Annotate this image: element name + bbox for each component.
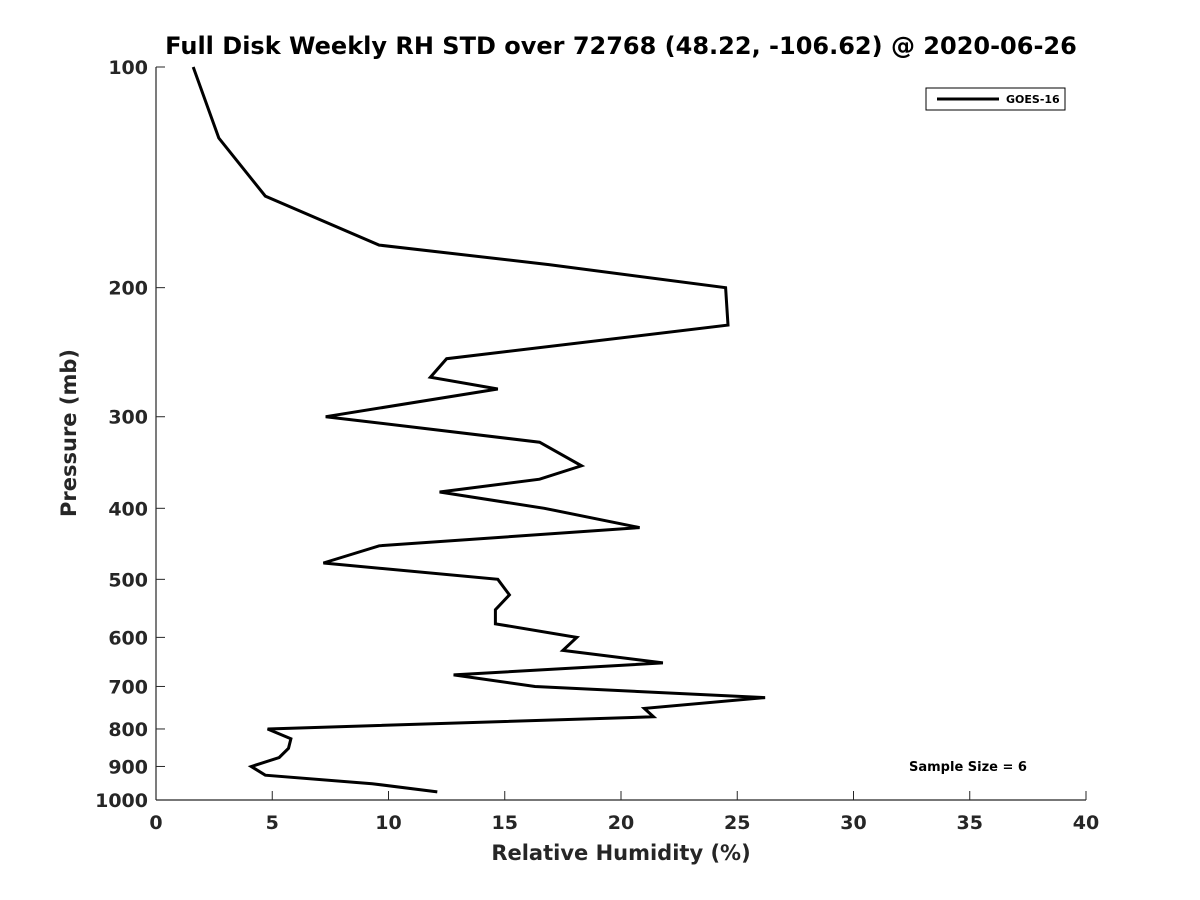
chart-title: Full Disk Weekly RH STD over 72768 (48.2… xyxy=(165,32,1077,60)
series-layer xyxy=(191,66,766,794)
x-tick-label: 25 xyxy=(724,812,750,834)
x-tick-label: 0 xyxy=(149,812,162,834)
y-tick-label: 800 xyxy=(108,719,148,741)
y-tick-label: 900 xyxy=(108,756,148,778)
y-tick-label: 600 xyxy=(108,627,148,649)
y-tick-label: 300 xyxy=(108,407,148,429)
y-tick-label: 400 xyxy=(108,498,148,520)
x-tick-label: 40 xyxy=(1073,812,1099,834)
x-axis-ticks: 0 5 10 15 20 25 30 35 40 xyxy=(149,791,1099,834)
y-tick-label: 500 xyxy=(108,569,148,591)
y-tick-label: 700 xyxy=(108,676,148,698)
x-tick-label: 20 xyxy=(608,812,634,834)
x-tick-label: 15 xyxy=(492,812,518,834)
x-tick-label: 35 xyxy=(957,812,983,834)
y-axis-ticks: 100 200 300 400 500 600 700 800 900 1000 xyxy=(95,57,165,812)
y-tick-label: 1000 xyxy=(95,790,148,812)
y-axis-label: Pressure (mb) xyxy=(57,349,81,517)
x-tick-label: 5 xyxy=(266,812,279,834)
legend-label-goes-16: GOES-16 xyxy=(1006,93,1060,106)
x-tick-label: 10 xyxy=(375,812,401,834)
sample-size-annotation: Sample Size = 6 xyxy=(909,760,1027,775)
series-line-goes-16 xyxy=(191,66,766,794)
legend: GOES-16 xyxy=(925,87,1066,111)
x-axis-label: Relative Humidity (%) xyxy=(491,841,750,865)
y-tick-label: 100 xyxy=(108,57,148,79)
y-tick-label: 200 xyxy=(108,278,148,300)
x-tick-label: 30 xyxy=(840,812,866,834)
